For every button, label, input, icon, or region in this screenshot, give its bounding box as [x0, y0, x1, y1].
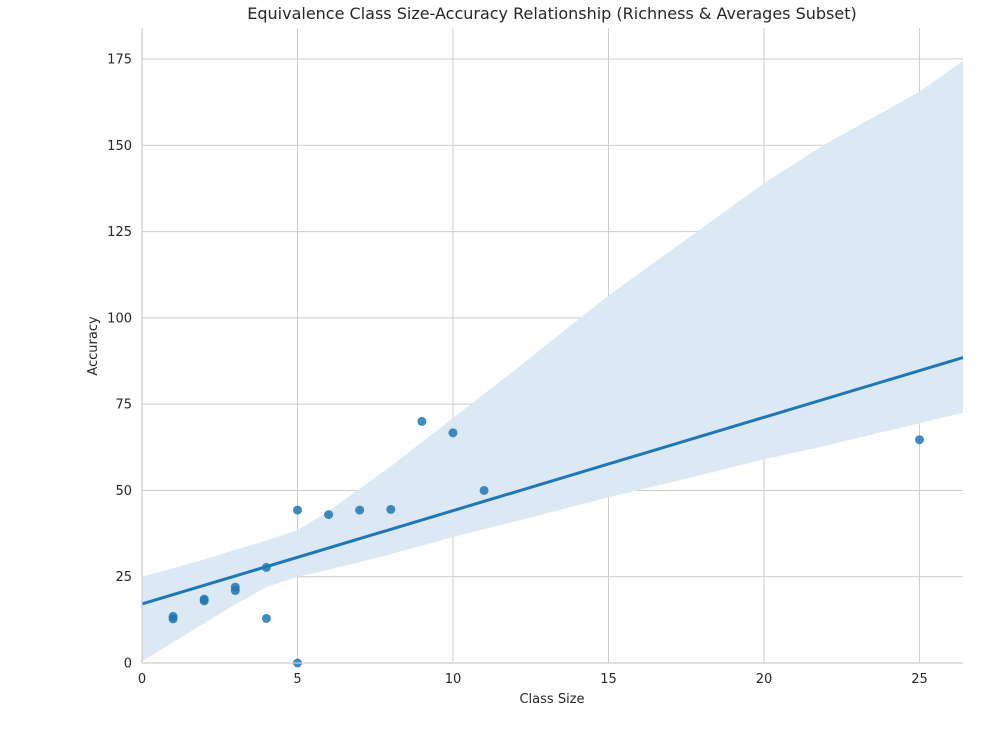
regression-line [141, 356, 964, 606]
y-tick-label: 175 [107, 53, 132, 68]
tick-labels: 0 5 10 15 20 25 0 25 50 75 100 125 150 175 [107, 53, 928, 687]
y-axis-title: Accuracy [86, 316, 101, 376]
x-tick-label: 20 [756, 672, 773, 687]
y-tick-label: 125 [107, 225, 132, 240]
data-point [355, 505, 365, 515]
y-tick-label: 0 [124, 657, 132, 672]
confidence-band [142, 60, 963, 662]
y-tick-label: 150 [107, 139, 132, 154]
data-point [324, 510, 334, 520]
data-point [168, 614, 178, 624]
x-tick-label: 15 [600, 672, 617, 687]
data-point [386, 504, 396, 514]
data-point [417, 416, 427, 426]
x-tick-label: 10 [445, 672, 462, 687]
x-tick-label: 5 [293, 672, 301, 687]
data-point [479, 485, 489, 495]
data-point [199, 596, 209, 606]
x-axis-title: Class Size [519, 692, 584, 707]
data-point [230, 586, 240, 596]
y-tick-label: 25 [115, 570, 132, 585]
y-tick-label: 100 [107, 311, 132, 326]
y-tick-label: 75 [115, 398, 132, 413]
y-tick-label: 50 [115, 484, 132, 499]
data-point [261, 613, 271, 623]
data-point [448, 428, 458, 438]
data-point [292, 505, 302, 515]
x-tick-label: 0 [138, 672, 146, 687]
axis-spines [141, 28, 963, 664]
x-tick-label: 25 [911, 672, 928, 687]
data-point [261, 562, 271, 572]
chart-title: Equivalence Class Size-Accuracy Relation… [247, 4, 856, 23]
data-point [914, 435, 924, 445]
data-points [168, 416, 924, 668]
